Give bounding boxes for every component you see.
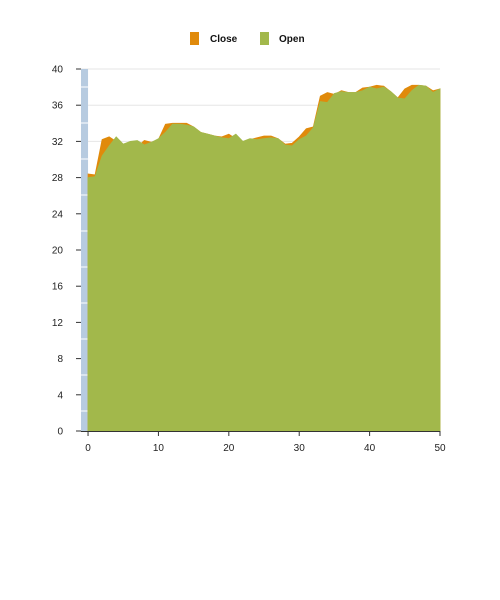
- data-point-open-0[interactable]: [86, 176, 90, 180]
- data-point-open-11[interactable]: [163, 130, 167, 134]
- data-point-open-41[interactable]: [375, 87, 379, 91]
- data-point-close-45[interactable]: [403, 87, 407, 91]
- y-tick-label-32: 32: [52, 137, 64, 148]
- legend-swatch-open[interactable]: [260, 32, 269, 45]
- data-point-open-50[interactable]: [438, 87, 442, 91]
- legend-swatch-close[interactable]: [190, 32, 199, 45]
- data-point-open-22[interactable]: [241, 139, 245, 143]
- data-point-open-1[interactable]: [93, 175, 97, 179]
- data-point-close-11[interactable]: [163, 122, 167, 126]
- data-point-open-48[interactable]: [424, 84, 428, 88]
- data-point-open-43[interactable]: [389, 90, 393, 94]
- data-point-open-38[interactable]: [354, 91, 358, 95]
- data-point-open-28[interactable]: [283, 143, 287, 147]
- series-layer: [86, 83, 442, 432]
- data-point-open-30[interactable]: [297, 138, 301, 142]
- data-point-open-42[interactable]: [382, 85, 386, 89]
- y-tick-label-12: 12: [52, 318, 64, 329]
- data-point-open-10[interactable]: [156, 137, 160, 141]
- x-tick-label-30: 30: [294, 443, 306, 454]
- data-point-open-7[interactable]: [135, 139, 139, 143]
- data-point-close-46[interactable]: [410, 83, 414, 87]
- x-tick-label-50: 50: [434, 443, 446, 454]
- data-point-open-19[interactable]: [220, 136, 224, 140]
- data-point-close-0[interactable]: [86, 172, 90, 176]
- y-tick-label-28: 28: [52, 173, 64, 184]
- data-point-open-18[interactable]: [213, 134, 217, 138]
- y-tick-label-0: 0: [57, 427, 63, 438]
- data-point-close-41[interactable]: [375, 83, 379, 87]
- data-point-close-2[interactable]: [100, 138, 104, 142]
- data-point-open-23[interactable]: [248, 137, 252, 141]
- data-point-open-9[interactable]: [149, 140, 153, 144]
- data-point-open-40[interactable]: [368, 85, 372, 89]
- data-point-open-5[interactable]: [121, 142, 125, 146]
- navigator-handle[interactable]: [81, 69, 89, 431]
- data-point-open-12[interactable]: [171, 122, 175, 126]
- data-point-close-33[interactable]: [318, 94, 322, 98]
- y-tick-label-8: 8: [57, 354, 63, 365]
- data-point-open-4[interactable]: [114, 135, 118, 139]
- data-point-open-44[interactable]: [396, 96, 400, 100]
- series-area-open[interactable]: [87, 84, 441, 432]
- data-point-open-39[interactable]: [361, 89, 365, 93]
- data-point-open-32[interactable]: [311, 126, 315, 130]
- data-point-open-15[interactable]: [192, 125, 196, 129]
- data-point-open-26[interactable]: [269, 136, 273, 140]
- data-point-open-49[interactable]: [431, 91, 435, 95]
- data-point-open-29[interactable]: [290, 144, 294, 148]
- data-point-open-25[interactable]: [262, 137, 266, 141]
- y-tick-label-24: 24: [52, 209, 64, 220]
- data-point-open-13[interactable]: [178, 122, 182, 126]
- data-point-open-8[interactable]: [142, 143, 146, 147]
- data-point-open-6[interactable]: [128, 139, 132, 143]
- data-point-open-46[interactable]: [410, 89, 414, 93]
- data-point-close-3[interactable]: [107, 135, 111, 139]
- axes: [76, 68, 441, 436]
- y-tick-label-36: 36: [52, 101, 64, 112]
- data-point-open-31[interactable]: [304, 134, 308, 138]
- data-point-open-20[interactable]: [227, 137, 231, 141]
- x-tick-label-40: 40: [364, 443, 376, 454]
- navigator-bar[interactable]: [81, 69, 89, 431]
- data-point-open-17[interactable]: [206, 132, 210, 136]
- y-axis-tick-labels: 0 4 8 12 16 20 24 28 32 36 40: [52, 65, 64, 438]
- data-point-open-36[interactable]: [339, 90, 343, 94]
- data-point-close-31[interactable]: [304, 127, 308, 131]
- x-axis-tick-labels: 0 10 20 30 40 50: [85, 443, 446, 454]
- data-point-open-3[interactable]: [107, 144, 111, 148]
- x-tick-label-20: 20: [223, 443, 235, 454]
- y-tick-label-4: 4: [57, 390, 63, 401]
- data-point-open-2[interactable]: [100, 154, 104, 158]
- data-point-open-33[interactable]: [318, 100, 322, 104]
- x-tick-label-10: 10: [153, 443, 165, 454]
- data-point-open-34[interactable]: [325, 100, 329, 104]
- data-point-open-47[interactable]: [417, 83, 421, 87]
- data-point-close-8[interactable]: [142, 139, 146, 143]
- data-point-open-37[interactable]: [346, 91, 350, 95]
- data-point-open-35[interactable]: [332, 91, 336, 95]
- y-tick-label-16: 16: [52, 282, 64, 293]
- data-point-open-16[interactable]: [199, 130, 203, 134]
- data-point-close-34[interactable]: [325, 91, 329, 95]
- x-tick-label-0: 0: [85, 443, 91, 454]
- y-tick-label-40: 40: [52, 65, 64, 76]
- data-point-open-45[interactable]: [403, 97, 407, 101]
- data-point-open-14[interactable]: [185, 123, 189, 127]
- legend: Close Open: [190, 32, 305, 45]
- data-point-close-20[interactable]: [227, 132, 231, 136]
- data-point-open-24[interactable]: [255, 138, 259, 142]
- data-point-open-27[interactable]: [276, 137, 280, 141]
- data-point-open-21[interactable]: [234, 132, 238, 136]
- y-tick-label-20: 20: [52, 246, 64, 257]
- legend-label-open[interactable]: Open: [279, 34, 305, 45]
- legend-label-close[interactable]: Close: [210, 34, 238, 45]
